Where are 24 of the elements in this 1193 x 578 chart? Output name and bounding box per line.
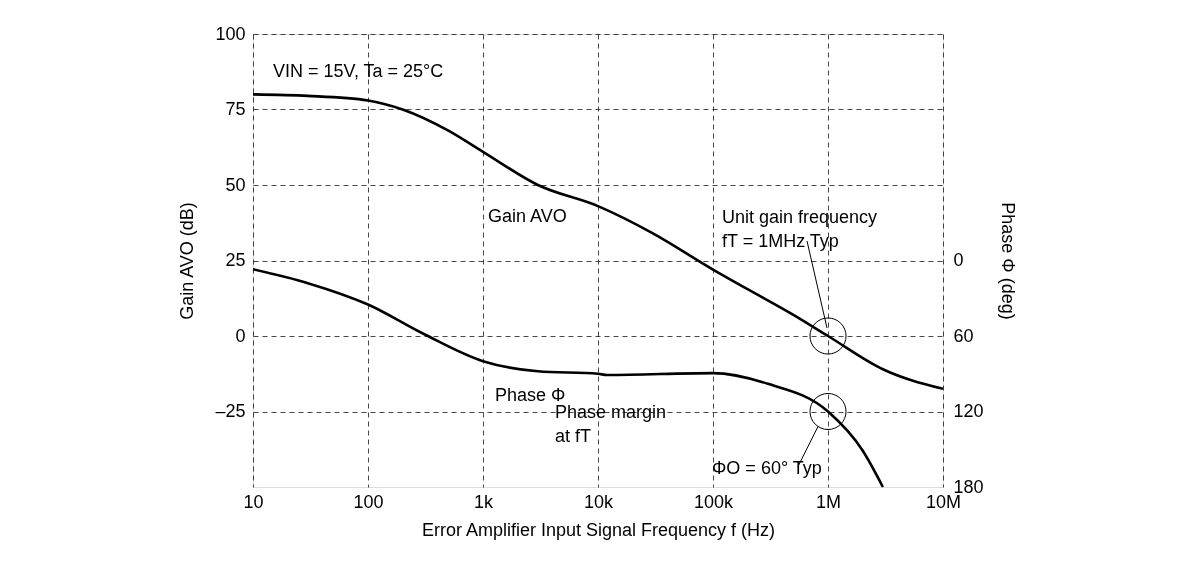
annotation: Phase margin at fT xyxy=(555,402,667,446)
series-label: Phase Φ xyxy=(495,385,566,405)
x-tick-label: 10 xyxy=(243,491,264,512)
x-tick-label: 1k xyxy=(473,491,494,512)
y-tick-label: 25 xyxy=(225,250,246,270)
y2-tick-label: 60 xyxy=(953,325,974,346)
x-tick-label: 100 xyxy=(353,491,384,512)
y2-tick-label: 0 xyxy=(953,250,964,270)
annotation: ΦO = 60° Typ xyxy=(712,457,822,478)
y-tick-label: –25 xyxy=(215,401,246,421)
y-tick-label: 50 xyxy=(225,174,246,195)
y-tick-label: 75 xyxy=(225,99,246,119)
y2-axis-title: Phase Φ (deg) xyxy=(997,202,1018,320)
annotation: Unit gain frequency fT = 1MHz Typ xyxy=(722,207,878,251)
x-tick-label: 10k xyxy=(583,491,615,512)
y-axis-title: Gain AVO (dB) xyxy=(177,202,198,320)
y-tick-label: 100 xyxy=(215,23,246,44)
y2-tick-label: 120 xyxy=(953,401,984,421)
y-tick-label: 0 xyxy=(235,325,246,346)
x-tick-label: 1M xyxy=(815,491,842,512)
x-tick-label: 100k xyxy=(693,491,735,512)
series-label: Gain AVO xyxy=(488,206,567,226)
annotation: VIN = 15V, Ta = 25°C xyxy=(273,61,444,81)
x-axis-title: Error Amplifier Input Signal Frequency f (Hz) xyxy=(421,519,776,540)
